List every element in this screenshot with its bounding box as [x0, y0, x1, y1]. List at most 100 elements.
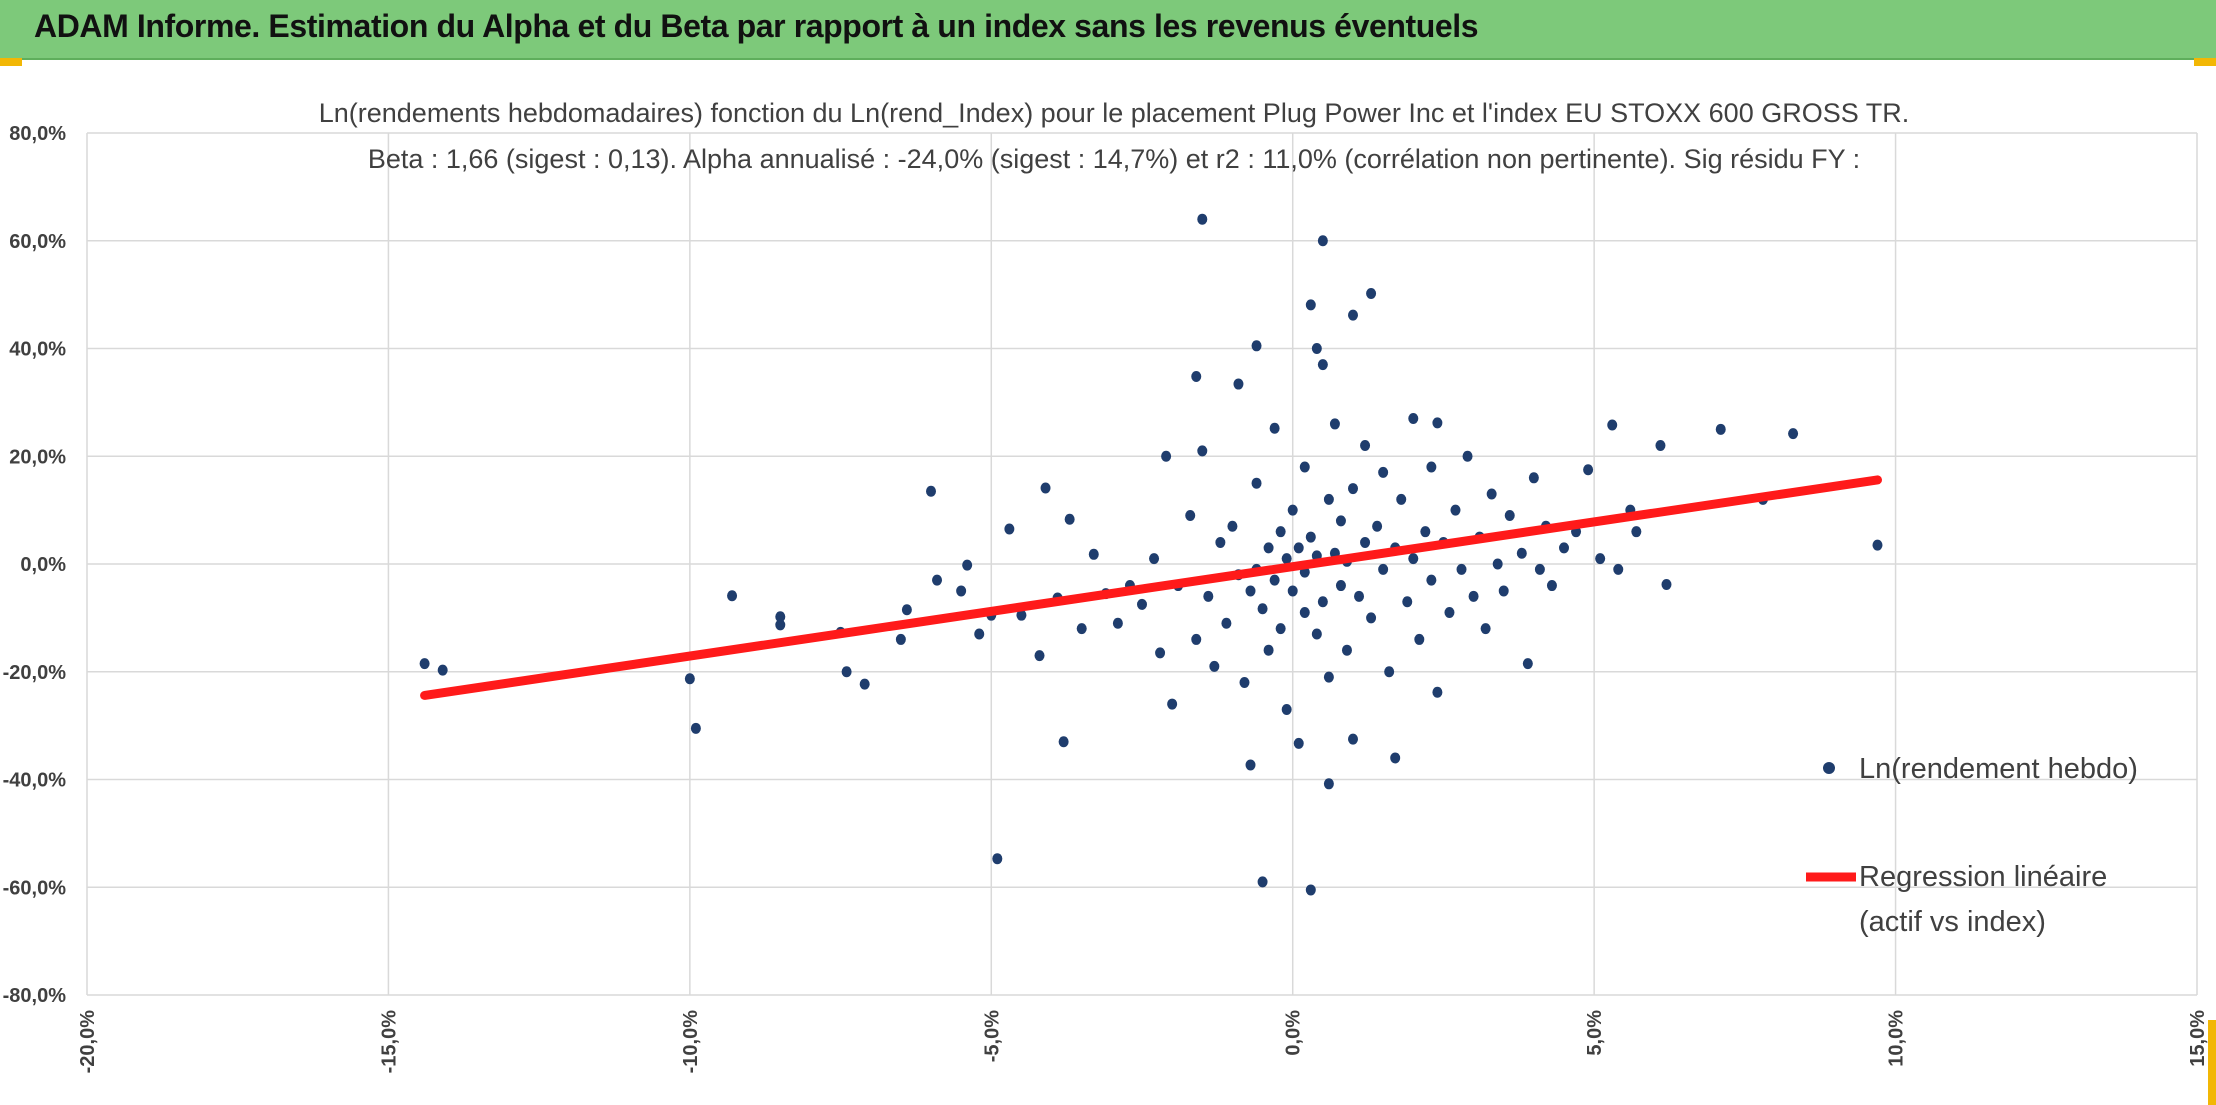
data-point [1559, 542, 1569, 554]
data-point [437, 664, 448, 676]
data-point [1329, 418, 1340, 430]
y-tick-label: 40,0% [9, 339, 66, 361]
data-point [1335, 515, 1346, 527]
data-point [1872, 539, 1883, 551]
data-point [1287, 504, 1298, 516]
scatter-points [419, 213, 1883, 896]
y-tick-label: -80,0% [3, 985, 67, 1007]
data-point [1263, 542, 1274, 554]
data-point [1335, 580, 1346, 592]
y-tick-label: 20,0% [9, 446, 66, 468]
data-point [1215, 536, 1226, 548]
data-point [974, 628, 985, 640]
data-point [1305, 531, 1316, 543]
y-tick-label: 80,0% [9, 123, 66, 145]
legend-label-regression-2: (actif vs index) [1859, 906, 2046, 938]
data-point [1311, 343, 1322, 354]
data-point [1348, 733, 1358, 745]
data-point [775, 619, 786, 631]
data-point [1516, 547, 1527, 559]
data-point [1456, 563, 1467, 575]
data-point [1197, 213, 1208, 225]
data-point [1432, 417, 1443, 429]
data-point [1378, 466, 1389, 478]
data-point [1607, 419, 1618, 431]
data-point [1426, 574, 1437, 586]
data-point [1426, 461, 1437, 473]
corner-marker-top-left [0, 58, 22, 66]
data-point [1275, 526, 1286, 538]
data-point [1269, 422, 1280, 434]
data-point [1203, 590, 1214, 602]
data-point [1257, 876, 1268, 888]
data-point [1311, 628, 1322, 640]
report-banner: ADAM Informe. Estimation du Alpha et du … [0, 0, 2216, 60]
data-point [1155, 647, 1166, 659]
axes: 80,0% 60,0% 40,0% 20,0% 0,0% -20,0% -40,0% -60,… [3, 123, 2209, 1073]
data-point [1191, 633, 1202, 645]
x-tick-label: 10,0% [1886, 1010, 1908, 1067]
chart-title: Ln(rendements hebdomadaires) fonction du… [319, 98, 1910, 128]
data-point [1251, 477, 1262, 489]
data-point [1408, 553, 1419, 565]
x-tick-label: 5,0% [1584, 1010, 1606, 1056]
data-point [1468, 590, 1479, 602]
data-point [1384, 666, 1395, 678]
data-point [1185, 510, 1196, 522]
data-point [1444, 606, 1455, 618]
data-point [1293, 542, 1304, 554]
data-point [1396, 493, 1407, 505]
data-point [1486, 488, 1497, 500]
data-point [1450, 504, 1461, 516]
corner-marker-bottom-right [2208, 1020, 2216, 1105]
data-point [1546, 580, 1557, 592]
data-point [1257, 603, 1268, 615]
data-point [992, 853, 1003, 865]
data-point [1058, 736, 1069, 748]
data-point [1414, 633, 1425, 645]
data-point [1788, 428, 1799, 440]
data-point [1245, 585, 1256, 597]
data-point [1402, 596, 1413, 608]
data-point [956, 585, 967, 597]
data-point [1064, 513, 1075, 525]
data-point [419, 658, 430, 670]
data-point [1287, 585, 1298, 597]
regression-line-group [420, 475, 1882, 700]
data-point [1360, 536, 1371, 548]
data-point [1040, 482, 1051, 494]
data-point [1432, 686, 1443, 698]
data-point [1137, 598, 1147, 610]
data-point [1293, 737, 1304, 749]
data-point [1408, 413, 1419, 425]
data-point [1378, 563, 1389, 575]
data-point [1504, 510, 1515, 522]
y-tick-label: 0,0% [20, 554, 66, 576]
data-point [1305, 299, 1316, 311]
data-point [1323, 671, 1334, 683]
data-point [775, 611, 786, 623]
data-point [1390, 752, 1401, 764]
data-point [1191, 371, 1202, 383]
y-tick-label: 60,0% [9, 231, 66, 253]
data-point [1281, 703, 1292, 715]
data-point [1323, 493, 1334, 505]
data-point [1299, 461, 1310, 473]
data-point [1372, 520, 1383, 532]
data-point [1317, 359, 1328, 371]
data-point [1167, 698, 1178, 710]
data-point [1317, 235, 1328, 247]
data-point [1613, 563, 1624, 575]
data-point [1480, 623, 1491, 635]
data-point [684, 673, 695, 685]
data-point [1227, 520, 1238, 532]
report-title: ADAM Informe. Estimation du Alpha et du … [34, 8, 1479, 44]
data-point [1583, 464, 1594, 476]
x-tick-label: -10,0% [680, 1010, 702, 1074]
data-point [1112, 617, 1123, 629]
data-point [1233, 378, 1244, 390]
data-point [1004, 523, 1015, 535]
data-point [1016, 609, 1027, 621]
data-point [926, 485, 936, 497]
